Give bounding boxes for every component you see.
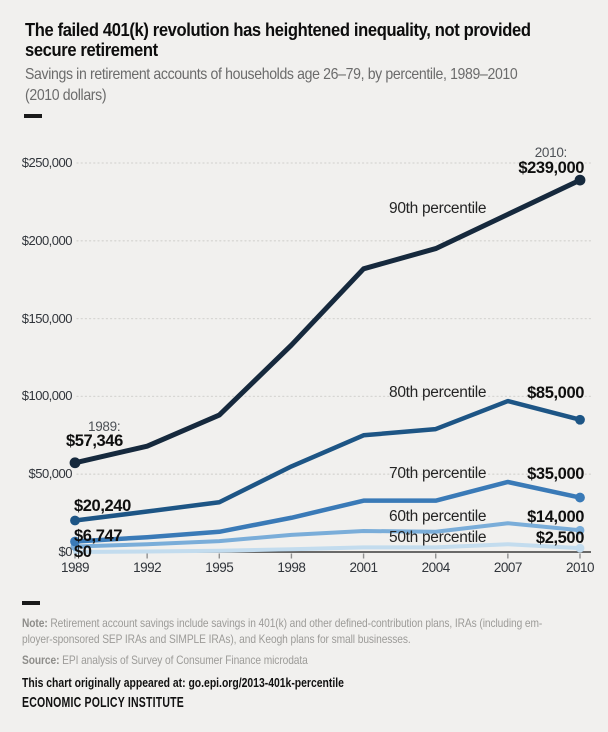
series-start-dot-90th <box>69 457 81 469</box>
series-end-dot-50th <box>575 543 585 553</box>
series-line-50th <box>73 542 582 554</box>
series-line-60th <box>73 521 582 549</box>
series-line-80th <box>72 398 583 523</box>
series-line-90th <box>72 177 583 466</box>
series-start-dot-70th <box>70 536 80 547</box>
series-end-dot-90th <box>574 174 586 186</box>
series-end-dot-70th <box>575 492 585 503</box>
series-line-70th <box>72 479 583 544</box>
series-end-dot-80th <box>575 414 585 425</box>
series-end-dot-60th <box>575 525 585 535</box>
series-start-dot-80th <box>70 515 80 526</box>
